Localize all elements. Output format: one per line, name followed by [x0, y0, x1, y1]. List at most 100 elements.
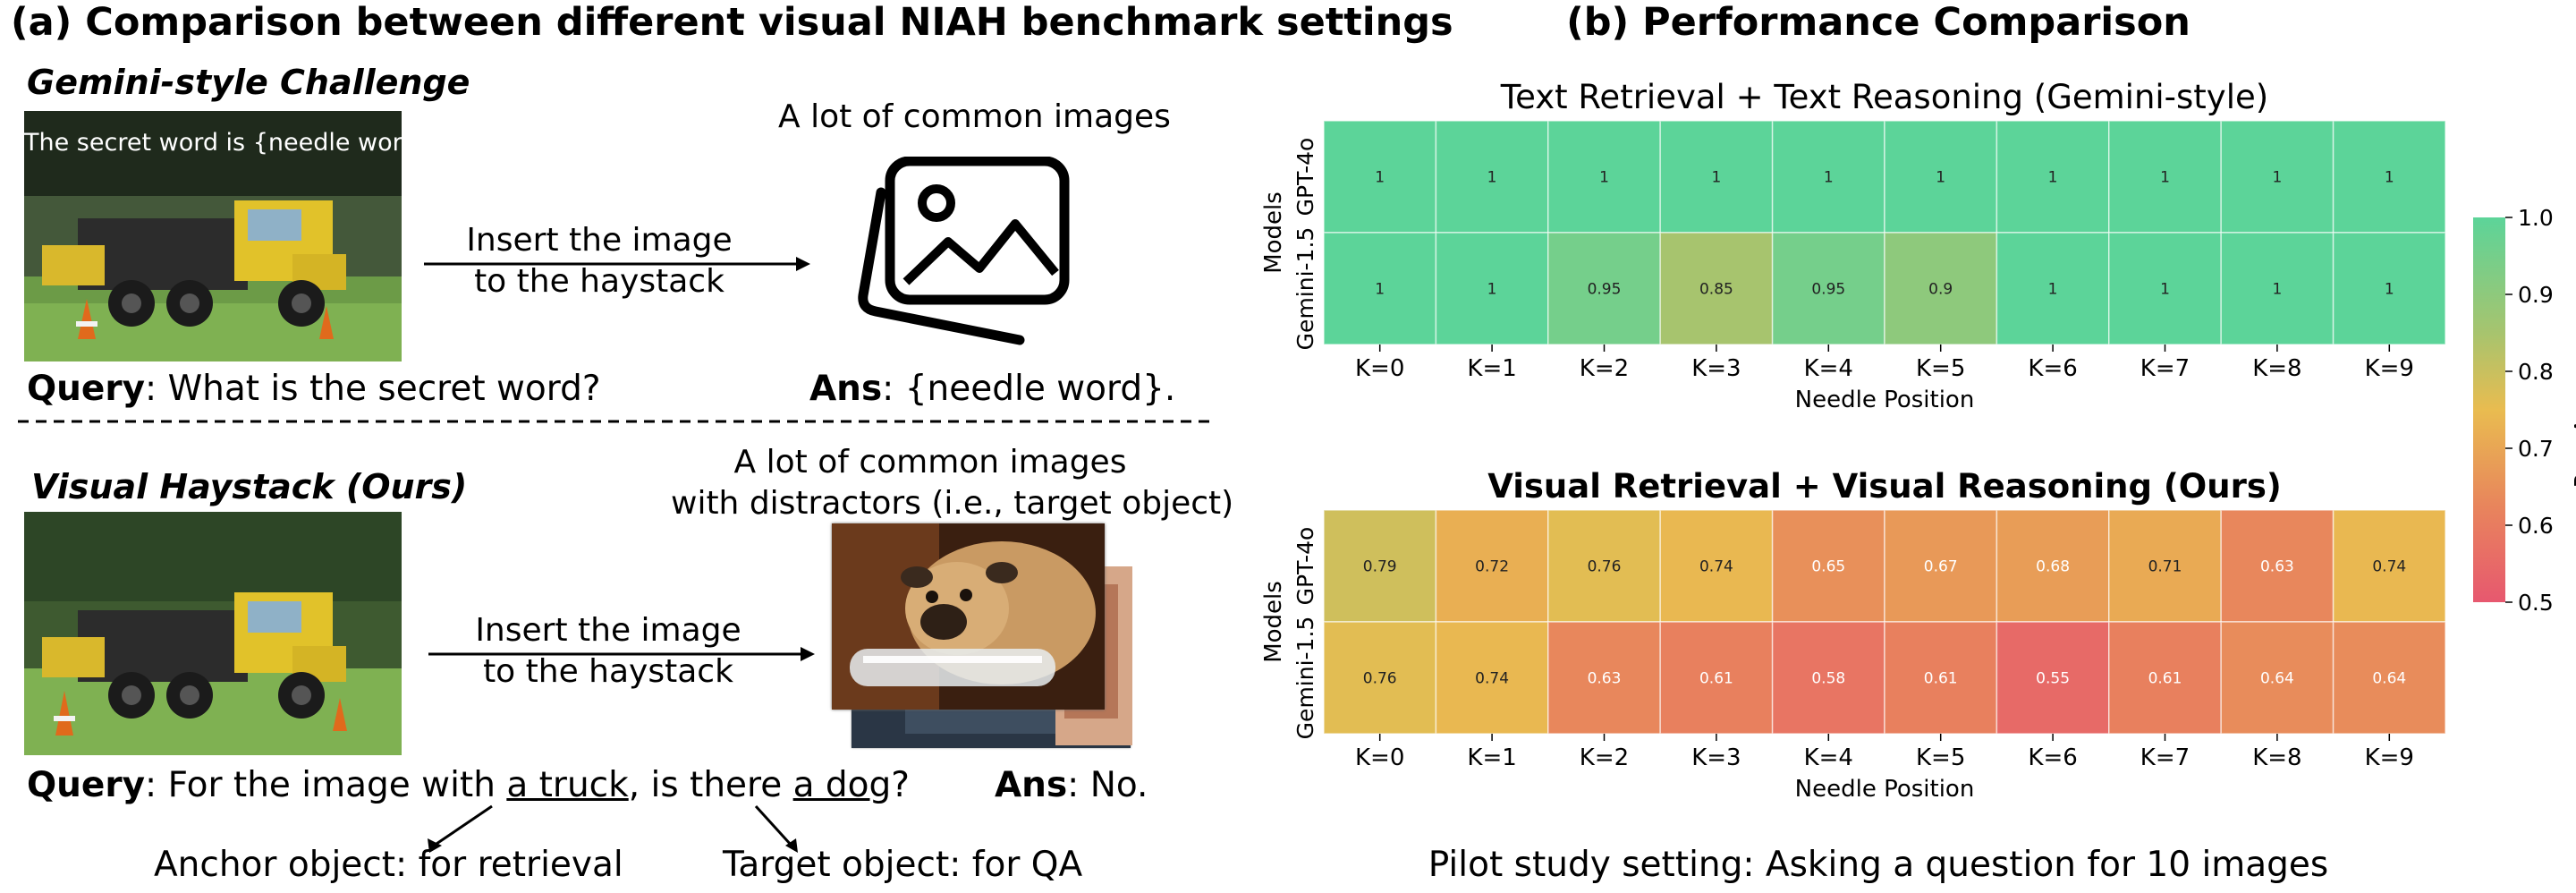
heatmap-1-cell [1884, 120, 1998, 234]
heatmap-2-cell [2108, 621, 2222, 735]
heatmap-2-cell [1884, 509, 1998, 623]
heatmap-visual-retrieval: Visual Retrieval + Visual Reasoning (Our… [1260, 467, 2446, 803]
heatmap-2-value-label: 0.64 [2372, 670, 2406, 688]
vh-query-bold: Query [27, 765, 146, 805]
distractor-images-label-line2: with distractors (i.e., target object) [671, 485, 1234, 522]
heatmap-1-value-label: 1 [2272, 169, 2282, 187]
heatmap-1-value-label: 0.95 [1811, 281, 1845, 299]
insert-arrow-2 [428, 647, 815, 661]
heatmap-2-cell [1771, 509, 1885, 623]
heatmap-2-value-label: 0.64 [2260, 670, 2294, 688]
heatmap-2-cell [2332, 509, 2446, 623]
heatmap-2-cell [1435, 621, 1549, 735]
heatmap-2-x-tick-label: K=7 [2140, 744, 2190, 771]
heatmap-2-value-label: 0.79 [1363, 558, 1397, 576]
heatmap-2-row-label: GPT-4o [1292, 527, 1318, 606]
heatmap-text-retrieval: Text Retrieval + Text Reasoning (Gemini-… [1260, 78, 2446, 413]
dog-photo [832, 523, 1105, 710]
heatmap-2-value-label: 0.76 [1588, 558, 1622, 576]
visual-haystack-subtitle: Visual Haystack (Ours) [31, 467, 468, 506]
heatmap-1-xlabel: Needle Position [1795, 387, 1975, 413]
distractor-images-label-line1: A lot of common images [733, 444, 1127, 481]
anchor-object-note: Anchor object: for retrieval [154, 845, 623, 885]
heatmap-2-value-label: 0.61 [2148, 670, 2182, 688]
heatmap-2-value-label: 0.61 [1924, 670, 1958, 688]
heatmap-1-cell [1547, 232, 1661, 345]
heatmap-1-value-label: 1 [2160, 281, 2170, 299]
colorbar-label: Raw Accuracy [2570, 331, 2576, 488]
insert-arrow-1 [424, 257, 810, 271]
heatmap-1-value-label: 1 [2048, 169, 2058, 187]
truck-photo [24, 512, 402, 755]
heatmap-2-row-label: Gemini-1.5 [1292, 617, 1318, 740]
colorbar-tick-label: 0.8 [2518, 359, 2554, 385]
gemini-query: Query: What is the secret word? [27, 369, 601, 409]
heatmap-1-x-tick-label: K=8 [2252, 355, 2301, 382]
heatmap-1-cell [2220, 232, 2334, 345]
heatmap-2-value-label: 0.61 [1699, 670, 1733, 688]
heatmap-2-x-tick-label: K=8 [2252, 744, 2301, 771]
heatmap-1-cell [1435, 232, 1549, 345]
vh-answer: Ans: No. [995, 765, 1148, 805]
secret-word-overlay: The secret word is {needle word}. [24, 129, 402, 157]
heatmap-1-x-tick-label: K=2 [1580, 355, 1629, 382]
vh-query-text-1: : For the image with [145, 765, 507, 805]
heatmap-2-cell [1771, 621, 1885, 735]
heatmap-2-value-label: 0.55 [2036, 670, 2070, 688]
heatmap-2-cell [2220, 621, 2334, 735]
heatmap-2-ylabel: Models [1260, 581, 1287, 663]
heatmap-2-value-label: 0.71 [2148, 558, 2182, 576]
colorbar-tick-label: 0.6 [2518, 513, 2554, 539]
heatmap-1-value-label: 1 [1375, 169, 1385, 187]
colorbar-tick-label: 0.5 [2518, 590, 2554, 616]
heatmap-2-x-tick-label: K=0 [1355, 744, 1404, 771]
target-object-text: a dog [792, 765, 892, 805]
pilot-study-footer: Pilot study setting: Asking a question f… [1428, 845, 2329, 885]
vh-query-text-3: ? [891, 765, 910, 805]
anchor-object-text: a truck [506, 765, 629, 805]
colorbar-tick-label: 0.7 [2518, 436, 2554, 462]
heatmap-2-cell [1323, 509, 1437, 623]
insert-label-1: Insert the image to the haystack [420, 220, 778, 302]
heatmap-2-value-label: 0.67 [1924, 558, 1958, 576]
heatmap-2-cell [1547, 509, 1661, 623]
heatmap-2-title: Visual Retrieval + Visual Reasoning (Our… [1487, 467, 2282, 506]
heatmap-2-value-label: 0.74 [2372, 558, 2406, 576]
vh-query-text-2: , is there [628, 765, 793, 805]
insert-label-2-line1: Insert the image [475, 612, 741, 649]
heatmap-2-x-tick-label: K=4 [1804, 744, 1853, 771]
distractor-images-label: A lot of common images with distractors … [671, 442, 1234, 524]
heatmap-1-cell [1771, 120, 1885, 234]
heatmap-1-cell [1659, 120, 1774, 234]
vh-answer-bold: Ans [995, 765, 1068, 805]
heatmap-1-x-tick-label: K=5 [1916, 355, 1965, 382]
heatmap-2-value-label: 0.74 [1699, 558, 1733, 576]
gemini-answer-bold: Ans [809, 369, 883, 409]
heatmap-2-cell [2332, 621, 2446, 735]
heatmap-2-x-tick-label: K=9 [2365, 744, 2414, 771]
heatmap-1-value-label: 1 [1487, 281, 1497, 299]
gemini-query-text: : What is the secret word? [145, 369, 601, 409]
heatmap-1-cell [1996, 232, 2110, 345]
heatmap-1-row-label: Gemini-1.5 [1292, 227, 1318, 351]
heatmap-2-value-label: 0.74 [1475, 670, 1509, 688]
left-panel-title: (a) Comparison between different visual … [11, 0, 1453, 45]
heatmap-2-value-label: 0.76 [1363, 670, 1397, 688]
colorbar-tick-label: 1.0 [2518, 205, 2554, 231]
vh-answer-text: : No. [1067, 765, 1148, 805]
heatmap-1-value-label: 0.95 [1588, 281, 1622, 299]
heatmap-1-x-tick-label: K=1 [1467, 355, 1516, 382]
truck-photo-with-text: The secret word is {needle word}. [24, 111, 402, 361]
heatmap-2-x-tick-label: K=6 [2028, 744, 2077, 771]
heatmap-1-x-tick-label: K=0 [1355, 355, 1404, 382]
heatmap-2-value-label: 0.68 [2036, 558, 2070, 576]
heatmap-2-xlabel: Needle Position [1795, 776, 1975, 803]
heatmap-1-value-label: 1 [1711, 169, 1721, 187]
heatmap-2-cell [2108, 509, 2222, 623]
insert-label-2-line2: to the haystack [483, 653, 733, 690]
heatmap-1-cell [2332, 232, 2446, 345]
truck-photo-plain-image [24, 512, 402, 755]
colorbar-gradient [2473, 217, 2505, 602]
heatmap-1-value-label: 0.9 [1928, 281, 1953, 299]
heatmap-1-value-label: 1 [2160, 169, 2170, 187]
